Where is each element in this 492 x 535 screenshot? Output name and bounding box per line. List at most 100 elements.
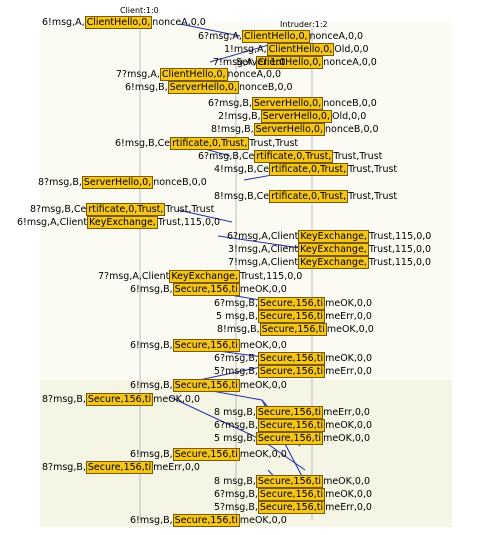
message-suffix: Trust,115,0,0 — [240, 271, 303, 282]
message-arrow — [179, 23, 241, 37]
message-highlight[interactable]: Secure,156,ti — [257, 352, 326, 365]
message-row: 6!msg,B,Ce rtificate,0,Trust, Trust,Trust — [115, 137, 298, 150]
message-highlight[interactable]: Secure,156,ti — [85, 461, 154, 474]
message-row: 6?msg,A,Client KeyExchange, Trust,115,0,0 — [227, 230, 431, 243]
message-row: Server:1:0 — [236, 56, 285, 69]
client-header: Client:1:0 — [120, 6, 159, 15]
message-row: 5?msg,B, Secure,156,ti meErr,0,0 — [214, 501, 372, 514]
message-highlight[interactable]: rtificate,0,Trust, — [170, 137, 250, 150]
message-highlight[interactable]: rtificate,0,Trust, — [269, 163, 349, 176]
message-prefix: 5 msg,B, — [214, 433, 256, 444]
message-row: 5?msg,B, Secure,156,ti meErr,0,0 — [214, 365, 372, 378]
message-highlight[interactable]: ClientHello,0, — [159, 68, 228, 81]
message-highlight[interactable]: Secure,156,ti — [259, 323, 327, 336]
message-row: 8 msg,B, Secure,156,ti meErr,0,0 — [214, 406, 370, 419]
message-prefix: 1!msg,A, — [224, 44, 267, 55]
message-highlight[interactable]: KeyExchange, — [298, 243, 369, 256]
message-suffix: meOK,0,0 — [323, 476, 370, 487]
message-highlight[interactable]: rtificate,0,Trust, — [86, 203, 166, 216]
message-highlight[interactable]: Secure,156,ti — [257, 310, 326, 323]
message-row: 5 msg,B, Secure,156,ti meOK,0,0 — [214, 432, 370, 445]
message-suffix: nonceB,0,0 — [323, 98, 377, 109]
message-row: 6!msg,B, Secure,156,ti meOK,0,0 — [130, 379, 287, 392]
message-highlight[interactable]: ClientHello,0, — [84, 16, 153, 29]
message-highlight[interactable]: ServerHello,0, — [260, 110, 332, 123]
message-prefix: 6?msg,A, — [198, 31, 242, 42]
message-row: 6!msg,B, Secure,156,ti meOK,0,0 — [130, 514, 287, 527]
message-row: 3!msg,A,Client KeyExchange, Trust,115,0,0 — [228, 243, 431, 256]
message-prefix: 8 msg,B, — [214, 476, 256, 487]
message-highlight[interactable]: Secure,156,ti — [255, 475, 324, 488]
message-suffix: meOK,0,0 — [325, 353, 373, 364]
message-prefix: 6?msg,B,Ce — [198, 151, 255, 162]
message-highlight[interactable]: ServerHello,0, — [251, 97, 324, 110]
message-prefix: 6?msg,B, — [214, 420, 258, 431]
message-highlight[interactable]: KeyExchange, — [169, 270, 241, 283]
message-row: 8!msg,B,Ce rtificate,0,Trust, Trust,Trust — [214, 190, 397, 203]
intruder-header: Intruder:1:2 — [280, 20, 328, 29]
message-row: 8!msg,B, Secure,156,ti meOK,0,0 — [217, 323, 374, 336]
message-highlight[interactable]: ClientHello,0, — [266, 43, 335, 56]
message-highlight[interactable]: ServerHello,0, — [81, 176, 154, 189]
message-highlight[interactable]: ServerHello,0, — [167, 81, 239, 94]
message-row: 8?msg,B, Secure,156,ti meErr,0,0 — [42, 461, 200, 474]
message-highlight[interactable]: Secure,156,ti — [85, 393, 154, 406]
message-prefix: 7?msg,A, — [116, 69, 160, 80]
message-suffix: Trust,Trust — [348, 191, 398, 202]
message-prefix: 6!msg,B, — [130, 515, 173, 526]
message-prefix: 8!msg,B, — [217, 324, 260, 335]
message-prefix: 6!msg,B, — [130, 380, 173, 391]
message-highlight[interactable]: Secure,156,ti — [255, 406, 324, 419]
message-row: 4!msg,B,Ce rtificate,0,Trust, Trust,Trust — [214, 163, 397, 176]
message-suffix: Trust,115,0,0 — [368, 257, 432, 268]
message-prefix: 8?msg,B, — [38, 177, 82, 188]
message-highlight[interactable]: rtificate,0,Trust, — [254, 150, 334, 163]
message-highlight[interactable]: Secure,156,ti — [257, 365, 326, 378]
message-row: 8?msg,B,Ce rtificate,0,Trust, Trust,Trust — [30, 203, 214, 216]
message-suffix: nonceA,0,0 — [152, 17, 206, 28]
message-arrow — [217, 235, 301, 249]
message-prefix: 6!msg,B, — [130, 340, 173, 351]
message-highlight[interactable]: rtificate,0,Trust, — [269, 190, 349, 203]
message-suffix: nonceA,0,0 — [309, 31, 364, 42]
message-prefix: 6!msg,B, — [130, 284, 173, 295]
message-row: 6?msg,B, Secure,156,ti meOK,0,0 — [214, 352, 372, 365]
message-highlight[interactable]: KeyExchange, — [87, 216, 158, 229]
message-highlight[interactable]: Secure,156,ti — [172, 448, 240, 461]
message-highlight[interactable]: Secure,156,ti — [172, 514, 240, 527]
message-suffix: meOK,0,0 — [326, 324, 374, 335]
message-row: 6?msg,B, Secure,156,ti meOK,0,0 — [214, 488, 372, 501]
message-suffix: Trust,Trust — [249, 138, 299, 149]
message-suffix: Trust,Trust — [333, 151, 383, 162]
message-highlight[interactable]: Secure,156,ti — [255, 432, 324, 445]
message-prefix: 6?msg,B, — [208, 98, 252, 109]
message-highlight[interactable]: ClientHello,0, — [255, 56, 324, 69]
message-row: 8!msg,B, ServerHello,0, nonceB,0,0 — [211, 123, 379, 136]
message-row: 6!msg,B, ServerHello,0, nonceB,0,0 — [125, 81, 293, 94]
message-highlight[interactable]: Secure,156,ti — [172, 283, 240, 296]
message-highlight[interactable]: KeyExchange, — [298, 230, 370, 243]
message-arrow — [261, 439, 306, 471]
message-highlight[interactable]: ServerHello,0, — [253, 123, 325, 136]
message-highlight[interactable]: KeyExchange, — [298, 256, 369, 269]
message-row: 6?msg,A, ClientHello,0, nonceA,0,0 — [198, 30, 363, 43]
message-row: 1!msg,A, ClientHello,0, Old,0,0 — [224, 43, 369, 56]
message-highlight[interactable]: Secure,156,ti — [172, 339, 240, 352]
message-row: 8?msg,B, Secure,156,ti meOK,0,0 — [42, 393, 200, 406]
message-highlight[interactable]: Secure,156,ti — [257, 488, 326, 501]
message-prefix: 7!msg,A,Client — [228, 257, 299, 268]
message-highlight[interactable]: Secure,156,ti — [172, 379, 240, 392]
message-highlight[interactable]: ClientHello,0, — [241, 30, 310, 43]
message-suffix: meOK,0,0 — [239, 380, 287, 391]
message-highlight[interactable]: Secure,156,ti — [257, 419, 326, 432]
message-highlight[interactable]: Secure,156,ti — [257, 297, 326, 310]
message-highlight[interactable]: Secure,156,ti — [257, 501, 326, 514]
message-prefix: 8?msg,B, — [42, 462, 86, 473]
message-suffix: meOK,0,0 — [239, 515, 287, 526]
message-arrow — [177, 209, 233, 223]
message-prefix: 7!msg,A, — [213, 57, 256, 68]
message-suffix: meOK,0,0 — [325, 298, 373, 309]
message-suffix: meOK,0,0 — [325, 420, 373, 431]
message-row: 6?msg,B, ServerHello,0, nonceB,0,0 — [208, 97, 377, 110]
message-suffix: Trust,Trust — [165, 204, 215, 215]
